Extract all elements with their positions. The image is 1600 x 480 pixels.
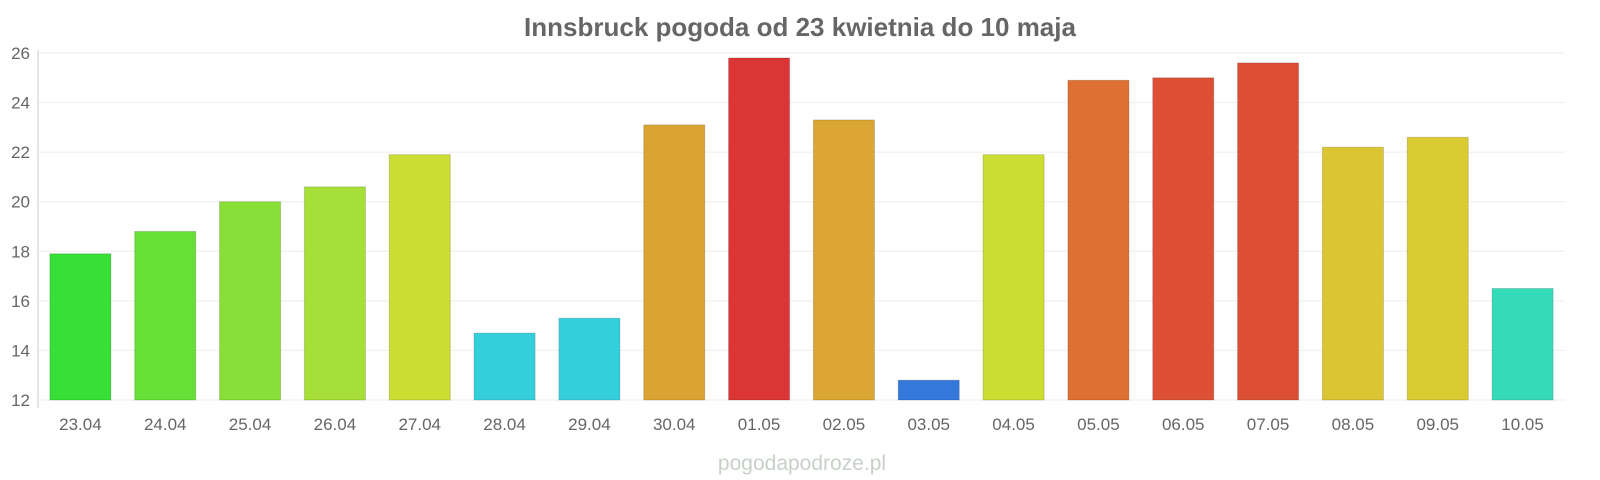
bar-23.04 xyxy=(49,253,112,401)
bar-01.05 xyxy=(728,57,791,401)
x-tick-label: 04.05 xyxy=(992,415,1035,434)
gridlines xyxy=(38,52,1565,401)
bar-10.05 xyxy=(1491,287,1554,401)
bar-08.05 xyxy=(1321,146,1384,401)
y-tick-label: 18 xyxy=(11,242,30,261)
bar-25.04 xyxy=(219,201,282,401)
bar-03.05 xyxy=(897,379,960,401)
x-tick-label: 25.04 xyxy=(229,415,272,434)
x-tick-label: 27.04 xyxy=(398,415,441,434)
bar-07.05 xyxy=(1237,62,1300,401)
x-tick-label: 02.05 xyxy=(823,415,866,434)
x-tick-label: 03.05 xyxy=(907,415,950,434)
y-tick-label: 12 xyxy=(11,391,30,410)
x-tick-label: 24.04 xyxy=(144,415,187,434)
x-tick-label: 08.05 xyxy=(1332,415,1375,434)
x-tick-label: 23.04 xyxy=(59,415,102,434)
x-axis-ticks: 23.04 24.04 25.04 26.04 27.04 28.04 29.04 30.04… xyxy=(59,415,1544,434)
x-tick-label: 05.05 xyxy=(1077,415,1120,434)
chart-title: Innsbruck pogoda od 23 kwietnia do 10 ma… xyxy=(524,12,1076,42)
y-tick-label: 22 xyxy=(11,143,30,162)
bar-27.04 xyxy=(388,154,451,401)
bar-26.04 xyxy=(303,186,366,401)
y-tick-label: 26 xyxy=(11,44,30,63)
x-tick-label: 06.05 xyxy=(1162,415,1205,434)
x-tick-label: 10.05 xyxy=(1501,415,1544,434)
bar-05.05 xyxy=(1067,79,1130,401)
bar-09.05 xyxy=(1406,136,1469,401)
bar-24.04 xyxy=(134,230,197,401)
x-tick-label: 07.05 xyxy=(1247,415,1290,434)
bar-02.05 xyxy=(812,119,875,401)
x-tick-label: 01.05 xyxy=(738,415,781,434)
y-tick-label: 24 xyxy=(11,94,30,113)
watermark: pogodapodroze.pl xyxy=(718,452,886,475)
bars xyxy=(49,57,1554,401)
x-tick-label: 30.04 xyxy=(653,415,696,434)
y-tick-label: 14 xyxy=(11,341,30,360)
x-tick-label: 28.04 xyxy=(483,415,526,434)
x-tick-label: 26.04 xyxy=(314,415,357,434)
y-tick-label: 16 xyxy=(11,292,30,311)
bar-29.04 xyxy=(558,317,621,401)
x-tick-label: 29.04 xyxy=(568,415,611,434)
bar-30.04 xyxy=(643,124,706,401)
bar-04.05 xyxy=(982,154,1045,401)
y-tick-label: 20 xyxy=(11,193,30,212)
bar-06.05 xyxy=(1152,77,1215,401)
bar-28.04 xyxy=(473,332,536,401)
x-tick-label: 09.05 xyxy=(1416,415,1459,434)
y-axis-ticks: 12 14 16 18 20 22 24 26 xyxy=(11,44,30,410)
